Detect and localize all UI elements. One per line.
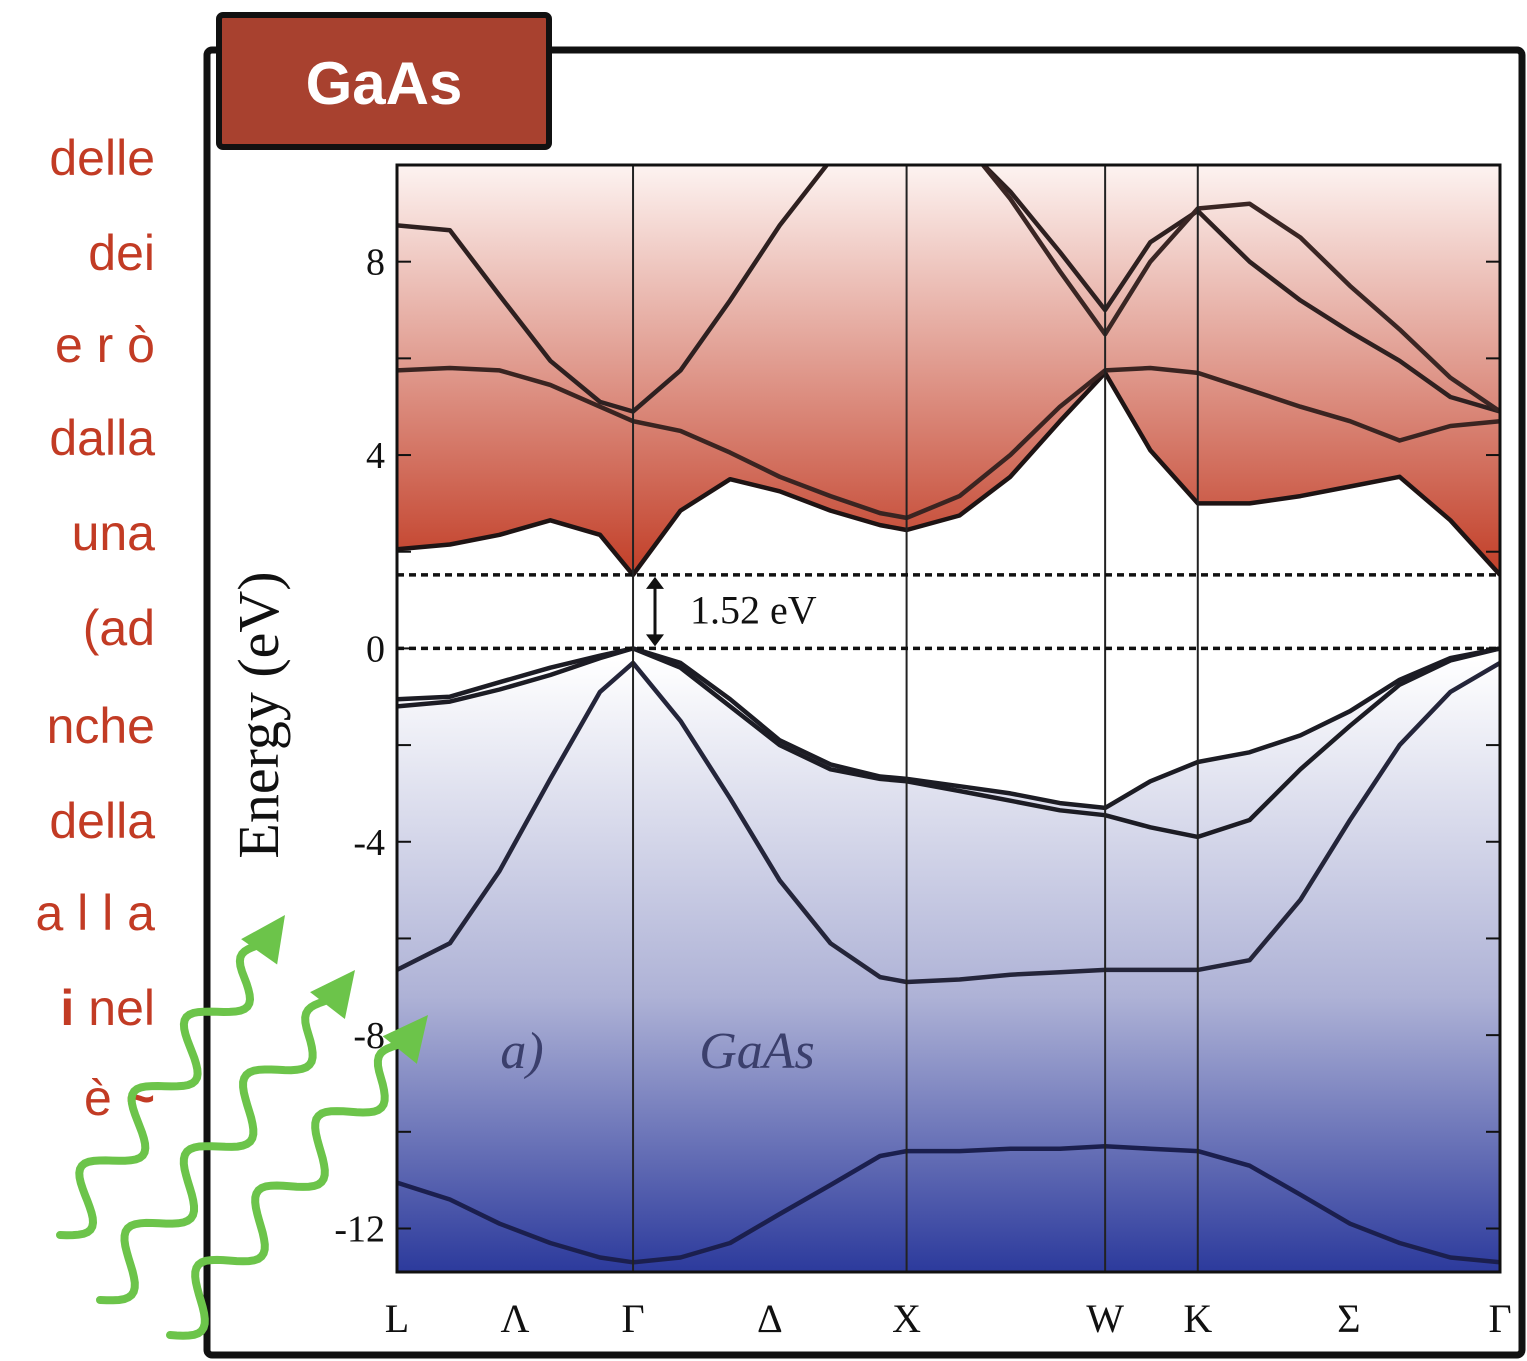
gap-label: 1.52 eV (690, 588, 817, 633)
x-tick-label: X (892, 1296, 921, 1341)
x-tick-label: K (1183, 1296, 1212, 1341)
y-axis-title: Energy (eV) (226, 571, 291, 858)
x-tick-label: Σ (1337, 1296, 1360, 1341)
material-label: GaAs (699, 1023, 815, 1080)
y-tick-label: 8 (366, 242, 385, 284)
side-line: delle (49, 130, 155, 186)
badge-text: GaAs (306, 50, 463, 117)
y-tick-label: 4 (366, 435, 385, 477)
x-tick-label: Γ (621, 1296, 644, 1341)
side-line: e r ò (55, 317, 155, 373)
side-line: nche (47, 698, 155, 754)
side-line: dalla (49, 410, 155, 466)
side-word: è (84, 1070, 112, 1126)
x-tick-label: W (1086, 1296, 1124, 1341)
side-line: a l l a (35, 885, 155, 941)
side-line: dei (88, 225, 155, 281)
bold-word: i (60, 980, 74, 1036)
side-line: della (49, 793, 155, 849)
side-line: è~ (84, 1070, 155, 1126)
y-tick-label: -4 (353, 822, 385, 864)
x-tick-label: Δ (757, 1296, 783, 1341)
x-tick-label: Λ (501, 1296, 530, 1341)
x-tick-label: L (385, 1296, 409, 1341)
side-line: (ad (83, 600, 155, 656)
slide: delle dei e r ò dalla una (ad nche della a l l a… (0, 0, 1527, 1361)
side-word: nel (88, 980, 155, 1036)
panel-label: a) (500, 1023, 543, 1080)
side-text: delle dei e r ò dalla una (ad nche della a l l a… (35, 130, 155, 1126)
x-tick-label: Γ (1488, 1296, 1511, 1341)
y-tick-label: 0 (366, 628, 385, 670)
y-tick-label: -12 (334, 1208, 385, 1250)
side-line: una (72, 505, 156, 561)
